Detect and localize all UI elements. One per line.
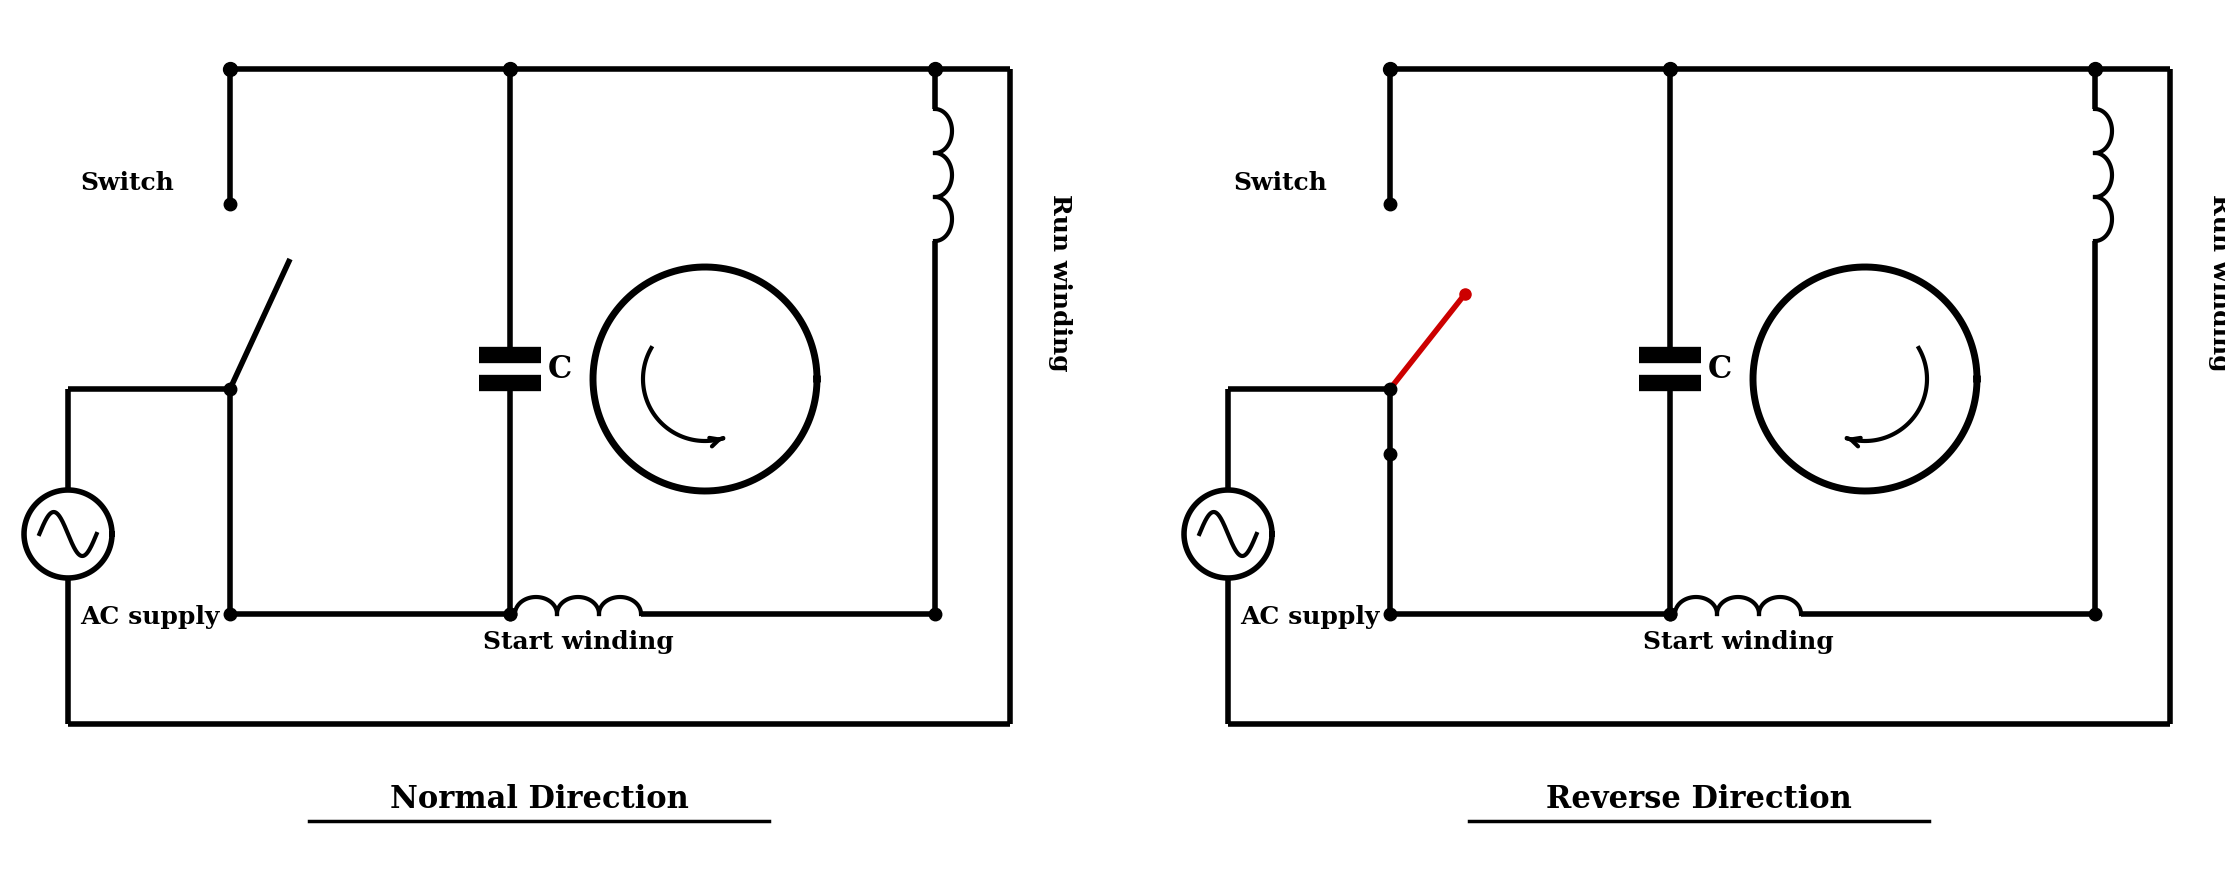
Text: Start winding: Start winding xyxy=(483,629,674,653)
Text: Run winding: Run winding xyxy=(1048,194,1072,371)
Text: Switch: Switch xyxy=(1233,171,1326,195)
Text: Start winding: Start winding xyxy=(1642,629,1833,653)
Text: Run winding: Run winding xyxy=(2207,194,2225,371)
Text: Normal Direction: Normal Direction xyxy=(389,784,688,814)
Text: C: C xyxy=(547,354,572,385)
Text: AC supply: AC supply xyxy=(80,604,220,628)
Text: Switch: Switch xyxy=(80,171,174,195)
Text: AC supply: AC supply xyxy=(1239,604,1380,628)
Text: C: C xyxy=(1709,354,1733,385)
Text: Reverse Direction: Reverse Direction xyxy=(1546,784,1851,814)
